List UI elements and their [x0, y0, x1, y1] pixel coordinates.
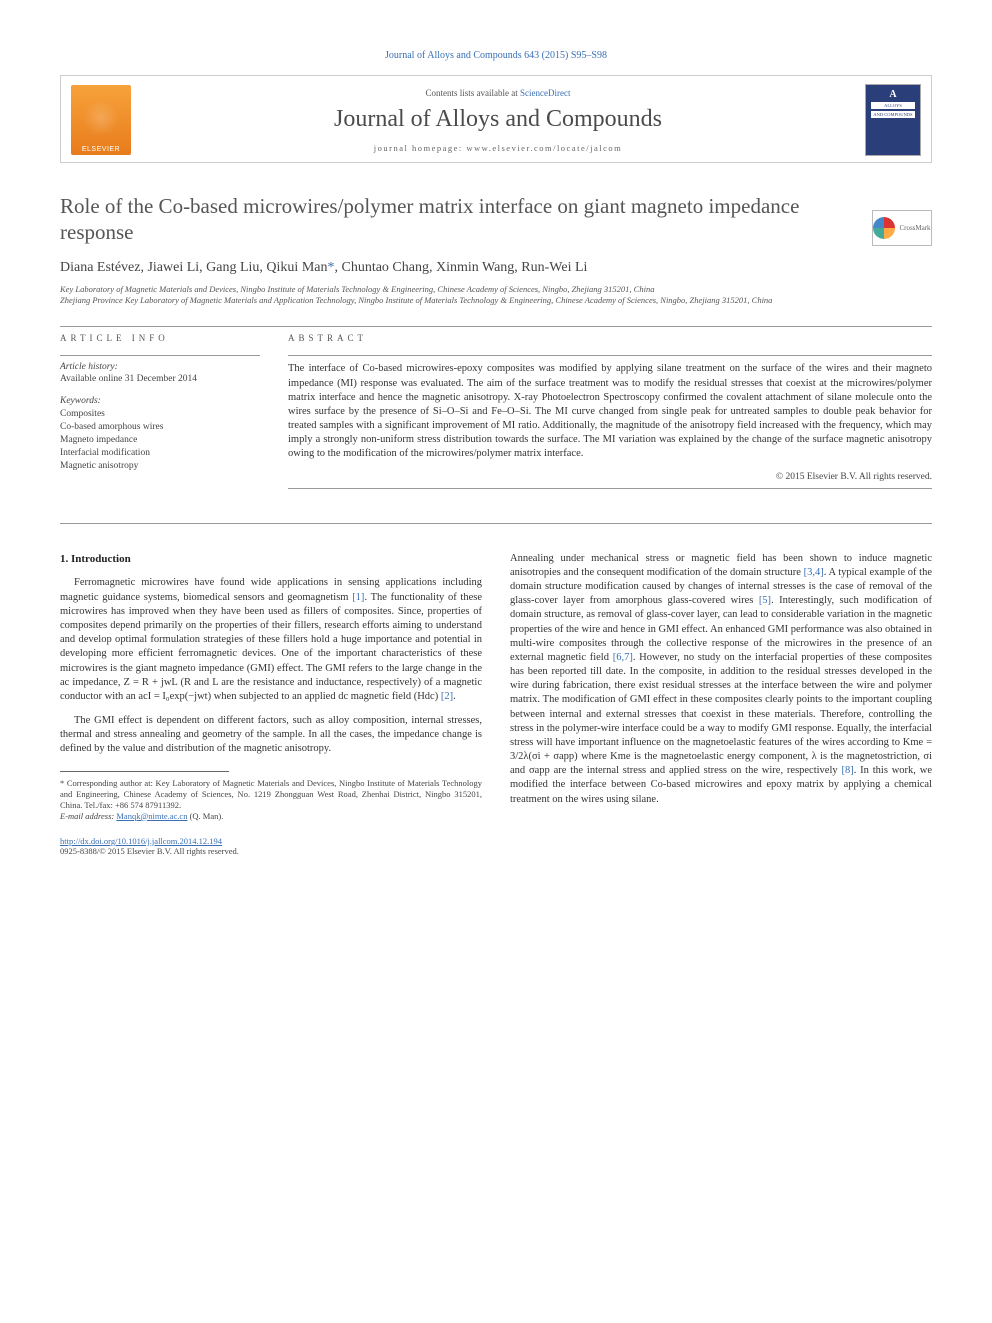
history-heading: Article history: — [60, 362, 260, 372]
article-info-column: ARTICLE INFO Article history: Available … — [60, 333, 260, 494]
elsevier-logo: ELSEVIER — [71, 85, 131, 155]
body-paragraph: Ferromagnetic microwires have found wide… — [60, 576, 482, 704]
authors-before-star: Diana Estévez, Jiawei Li, Gang Liu, Qiku… — [60, 260, 327, 275]
doi-link[interactable]: http://dx.doi.org/10.1016/j.jallcom.2014… — [60, 836, 222, 846]
cover-title-line1: ALLOYS — [871, 102, 915, 109]
journal-reference: Journal of Alloys and Compounds 643 (201… — [60, 50, 932, 61]
journal-homepage-line: journal homepage: www.elsevier.com/locat… — [131, 143, 865, 153]
keywords-heading: Keywords: — [60, 396, 260, 406]
sciencedirect-link[interactable]: ScienceDirect — [520, 88, 570, 98]
email-label: E-mail address: — [60, 811, 116, 821]
contents-available-line: Contents lists available at ScienceDirec… — [131, 88, 865, 98]
authors-line: Diana Estévez, Jiawei Li, Gang Liu, Qiku… — [60, 260, 932, 276]
elsevier-tree-icon — [83, 102, 119, 142]
body-paragraph: The GMI effect is dependent on different… — [60, 714, 482, 757]
keyword-item: Magnetic anisotropy — [60, 460, 260, 473]
bottom-metadata: http://dx.doi.org/10.1016/j.jallcom.2014… — [60, 836, 932, 856]
keyword-item: Co-based amorphous wires — [60, 421, 260, 434]
journal-cover-thumbnail: A ALLOYS AND COMPOUNDS — [865, 84, 921, 156]
elsevier-label: ELSEVIER — [82, 146, 120, 153]
authors-after-star: , Chuntao Chang, Xinmin Wang, Run-Wei Li — [334, 260, 587, 275]
keyword-item: Interfacial modification — [60, 447, 260, 460]
cover-letter-icon: A — [889, 89, 896, 100]
header-row: ELSEVIER Contents lists available at Sci… — [71, 84, 921, 156]
body-two-columns: 1. Introduction Ferromagnetic microwires… — [60, 552, 932, 822]
article-info-label: ARTICLE INFO — [60, 333, 260, 343]
keyword-item: Composites — [60, 408, 260, 421]
email-suffix: (Q. Man). — [187, 811, 223, 821]
issn-copyright-line: 0925-8388/© 2015 Elsevier B.V. All right… — [60, 846, 932, 856]
crossmark-icon — [873, 217, 895, 239]
abstract-column: ABSTRACT The interface of Co-based micro… — [288, 333, 932, 494]
crossmark-label: CrossMark — [899, 224, 930, 232]
footnotes-block: * Corresponding author at: Key Laborator… — [60, 778, 482, 822]
abstract-divider-2 — [288, 488, 932, 489]
email-link[interactable]: Manqk@nimte.ac.cn — [116, 811, 187, 821]
article-info-block: Article history: Available online 31 Dec… — [60, 362, 260, 472]
journal-header-box: ELSEVIER Contents lists available at Sci… — [60, 75, 932, 163]
contents-prefix: Contents lists available at — [426, 88, 520, 98]
abstract-label: ABSTRACT — [288, 333, 932, 343]
divider-mid — [60, 523, 932, 524]
article-title: Role of the Co-based microwires/polymer … — [60, 193, 932, 246]
abstract-text: The interface of Co-based microwires-epo… — [288, 362, 932, 461]
divider-top — [60, 326, 932, 327]
section-heading-introduction: 1. Introduction — [60, 552, 482, 567]
journal-title: Journal of Alloys and Compounds — [131, 106, 865, 133]
page-container: Journal of Alloys and Compounds 643 (201… — [0, 0, 992, 906]
affiliation-block: Key Laboratory of Magnetic Materials and… — [60, 284, 932, 307]
info-abstract-row: ARTICLE INFO Article history: Available … — [60, 333, 932, 494]
crossmark-badge[interactable]: CrossMark — [872, 210, 932, 246]
email-footnote: E-mail address: Manqk@nimte.ac.cn (Q. Ma… — [60, 811, 482, 822]
footnote-separator — [60, 771, 229, 772]
header-center: Contents lists available at ScienceDirec… — [131, 88, 865, 153]
cover-title-line2: AND COMPOUNDS — [871, 111, 915, 118]
info-divider-1 — [60, 355, 260, 356]
abstract-copyright: © 2015 Elsevier B.V. All rights reserved… — [288, 472, 932, 482]
keyword-item: Magneto impedance — [60, 434, 260, 447]
corresponding-author-footnote: * Corresponding author at: Key Laborator… — [60, 778, 482, 811]
body-paragraph: Annealing under mechanical stress or mag… — [510, 552, 932, 807]
history-available-line: Available online 31 December 2014 — [60, 374, 260, 384]
abstract-divider-1 — [288, 355, 932, 356]
